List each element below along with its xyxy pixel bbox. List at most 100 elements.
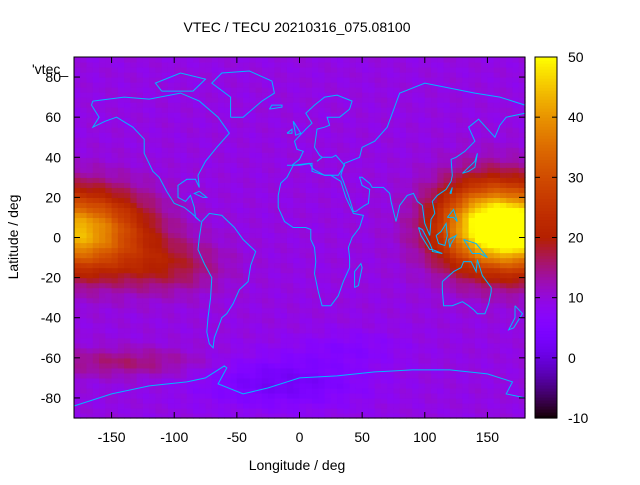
heatmap-cell [349, 57, 357, 63]
heatmap-cell [456, 117, 463, 123]
heatmap-cell [468, 197, 476, 203]
heatmap-cell [318, 162, 326, 168]
heatmap-cell [474, 327, 482, 334]
heatmap-cell [193, 357, 200, 364]
heatmap-cell [293, 142, 301, 148]
heatmap-cell [274, 362, 282, 369]
heatmap-cell [193, 402, 200, 409]
heatmap-cell [80, 407, 88, 414]
heatmap-cell [374, 122, 382, 128]
heatmap-cell [236, 292, 244, 299]
heatmap-cell [312, 202, 319, 209]
heatmap-cell [218, 112, 225, 118]
heatmap-cell [86, 367, 94, 374]
heatmap-cell [468, 157, 476, 163]
heatmap-cell [374, 202, 382, 209]
heatmap-cell [136, 302, 144, 309]
heatmap-cell [456, 352, 463, 359]
heatmap-cell [117, 187, 125, 193]
heatmap-cell [293, 72, 301, 78]
heatmap-cell [380, 72, 388, 78]
heatmap-cell [286, 147, 294, 153]
heatmap-cell [186, 352, 194, 359]
heatmap-cell [186, 102, 194, 108]
heatmap-cell [418, 357, 426, 364]
heatmap-cell [218, 257, 225, 264]
heatmap-cell [462, 157, 470, 163]
heatmap-cell [92, 412, 100, 419]
heatmap-cell [318, 122, 326, 128]
heatmap-cell [236, 357, 244, 364]
heatmap-cell [399, 82, 407, 88]
heatmap-cell [349, 112, 357, 118]
heatmap-cell [393, 237, 401, 244]
heatmap-cell [142, 397, 150, 404]
heatmap-cell [136, 412, 144, 419]
heatmap-cell [199, 82, 207, 88]
heatmap-cell [305, 97, 313, 103]
heatmap-cell [418, 232, 426, 239]
heatmap-cell [431, 317, 438, 324]
heatmap-cell [249, 232, 257, 239]
heatmap-cell [362, 152, 369, 158]
heatmap-cell [199, 247, 207, 254]
heatmap-cell [393, 277, 401, 284]
heatmap-cell [499, 387, 507, 394]
heatmap-cell [99, 397, 106, 404]
heatmap-cell [149, 267, 157, 274]
heatmap-cell [99, 357, 106, 364]
heatmap-cell [355, 242, 363, 249]
heatmap-cell [343, 317, 351, 324]
heatmap-cell [130, 337, 138, 344]
heatmap-cell [230, 112, 238, 118]
heatmap-cell [405, 147, 413, 153]
heatmap-cell [74, 312, 81, 319]
heatmap-cell [437, 282, 445, 289]
heatmap-cell [474, 322, 482, 329]
heatmap-cell [293, 257, 301, 264]
heatmap-cell [236, 407, 244, 414]
heatmap-cell [136, 127, 144, 133]
heatmap-cell [155, 322, 163, 329]
heatmap-cell [431, 252, 438, 259]
heatmap-cell [324, 112, 332, 118]
heatmap-cell [337, 122, 344, 128]
heatmap-cell [161, 147, 169, 153]
heatmap-cell [274, 377, 282, 384]
heatmap-cell [167, 232, 175, 239]
heatmap-cell [249, 142, 257, 148]
heatmap-cell [456, 167, 463, 173]
heatmap-cell [161, 282, 169, 289]
heatmap-cell [180, 242, 188, 249]
heatmap-cell [343, 267, 351, 274]
heatmap-cell [149, 202, 157, 209]
heatmap-cell [243, 322, 250, 329]
heatmap-cell [274, 67, 282, 73]
heatmap-cell [74, 297, 81, 304]
heatmap-cell [174, 207, 182, 214]
heatmap-cell [499, 397, 507, 404]
heatmap-cell [305, 357, 313, 364]
heatmap-cell [136, 182, 144, 188]
heatmap-cell [230, 257, 238, 264]
heatmap-cell [99, 272, 106, 279]
heatmap-cell [387, 262, 395, 269]
heatmap-cell [424, 122, 432, 128]
heatmap-cell [149, 142, 157, 148]
heatmap-cell [161, 162, 169, 168]
heatmap-cell [155, 377, 163, 384]
heatmap-cell [74, 152, 81, 158]
heatmap-cell [274, 262, 282, 269]
heatmap-cell [330, 72, 338, 78]
heatmap-cell [362, 62, 369, 68]
heatmap-cell [286, 322, 294, 329]
heatmap-cell [305, 127, 313, 133]
heatmap-cell [449, 172, 457, 178]
heatmap-cell [136, 252, 144, 259]
heatmap-cell [449, 177, 457, 183]
heatmap-cell [474, 232, 482, 239]
heatmap-cell [174, 267, 182, 274]
heatmap-cell [418, 397, 426, 404]
heatmap-cell [186, 312, 194, 319]
heatmap-cell [337, 232, 344, 239]
